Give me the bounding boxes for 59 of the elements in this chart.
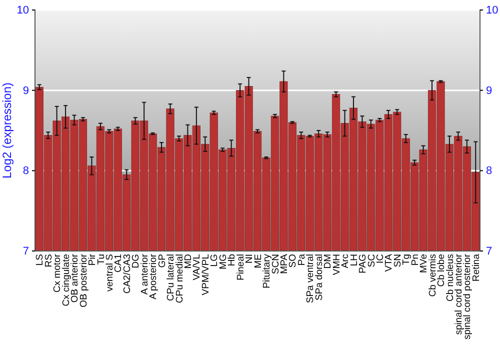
x-tick-label: VMH [331,254,342,276]
y-axis-title: Log2 (expression) [0,82,14,179]
x-tick-label: DM [322,254,334,269]
x-tick-label: A posterior [148,254,160,300]
x-tick-label: Pn [410,254,421,266]
x-tick-label: VA/VL [192,254,203,280]
x-tick-label: LG [209,254,220,267]
y-tick-label: 7 [22,246,29,258]
x-tick-label: Hb [226,254,238,266]
x-tick-label: Pineal [235,254,246,280]
x-tick-label: NI [244,254,256,264]
x-tick-label: SPa ventral [305,254,316,304]
y2-tick-label: 9 [486,84,492,97]
x-tick-label: OB posterior [78,254,90,308]
y-tick-label: 10 [16,4,29,17]
x-tick-label: CPu lateral [166,254,177,301]
x-tick-label: ventral S [104,254,116,292]
x-tick-label: SO [288,254,299,268]
x-tick-label: Cx cingulate [60,254,72,306]
x-tick-label: ME [252,254,264,268]
x-tick-label: CPu medial [174,254,186,304]
y2-tick-label: 7 [486,246,492,258]
x-tick-label: SPa dorsal [314,254,325,300]
x-tick-label: OB anterior [70,254,81,303]
x-tick-label: Tg [401,254,412,266]
x-tick-label: MPA [279,253,290,274]
x-tick-label: MG [218,254,229,270]
x-tick-label: Cx motor [52,254,64,293]
y2-tick-label: 8 [486,165,492,178]
x-tick-label: Retina [470,253,482,282]
x-tick-label: A anterior [139,254,150,295]
x-tick-label: LH [348,254,360,266]
x-tick-label: LS [34,254,46,266]
x-tick-label: Tu [96,254,107,265]
x-tick-label: Cb lobe [436,254,448,287]
x-tick-label: VTA [384,253,395,272]
y-tick-label: 8 [22,165,29,178]
x-tick-label: GP [156,254,168,268]
x-tick-label: VPM/VPL [200,254,212,296]
x-tick-label: Cb vermis [427,254,438,297]
x-tick-label: SN [392,254,404,268]
x-tick-label: Pa [296,253,308,266]
x-tick-label: SC [366,254,378,268]
x-tick-label: CA1 [113,254,124,272]
x-tick-label: Pituitary [262,254,273,288]
x-tick-label: spinal cord anterior [454,254,465,335]
x-tick-label: PAG [358,254,369,274]
x-tick-label: MVe [418,254,430,274]
y2-tick-label: 10 [486,4,498,17]
x-tick-label: Pir [87,254,98,266]
y-tick-label: 9 [22,84,29,97]
x-tick-label: IC [374,254,386,264]
x-tick-label: SCN [270,254,282,274]
x-tick-label: Cb nucleus [444,254,456,302]
x-tick-label: RS [43,254,54,268]
x-tick-label: spinal cord posterior [462,254,474,340]
x-tick-label: Arc [340,254,352,268]
x-tick-label: DG [130,254,142,268]
x-tick-label: CA2/CA3 [122,254,133,294]
